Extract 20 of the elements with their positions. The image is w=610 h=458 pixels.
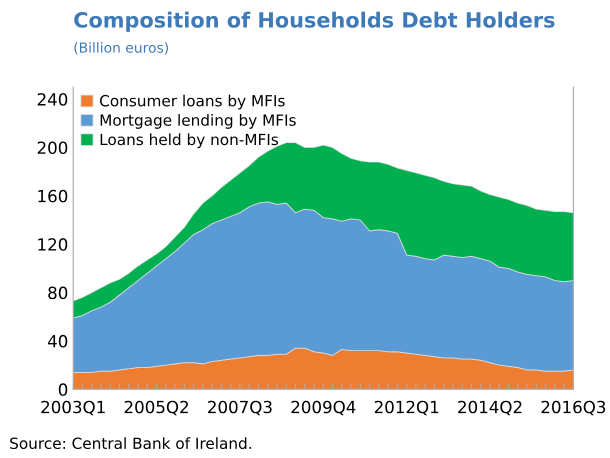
- x-tick-label: 2005Q2: [124, 400, 188, 416]
- legend-label: Consumer loans by MFIs: [100, 94, 285, 110]
- y-tick-label: 160: [38, 190, 68, 202]
- x-tick-label: 2014Q2: [458, 400, 522, 416]
- y-tick-label: 120: [38, 238, 68, 251]
- source-note: Source: Central Bank of Ireland.: [10, 437, 251, 450]
- chart-subtitle: (Billion euros): [74, 42, 168, 54]
- x-tick-label: 2003Q1: [41, 400, 105, 416]
- y-tick-label: 0: [58, 383, 68, 396]
- chart-title: Composition of Households Debt Holders: [74, 12, 555, 32]
- x-tick-label: 2016Q3: [542, 400, 606, 416]
- y-tick-label: 200: [38, 141, 68, 154]
- y-tick-label: 80: [48, 286, 68, 300]
- legend-label: Mortgage lending by MFIs: [100, 114, 296, 129]
- x-tick-label: 2012Q1: [374, 400, 438, 416]
- legend-label: Loans held by non-MFIs: [100, 133, 278, 148]
- y-tick-label: 240: [38, 93, 68, 106]
- y-tick-label: 40: [48, 334, 68, 348]
- x-tick-label: 2007Q3: [208, 400, 272, 416]
- x-tick-label: 2009Q4: [291, 400, 356, 416]
